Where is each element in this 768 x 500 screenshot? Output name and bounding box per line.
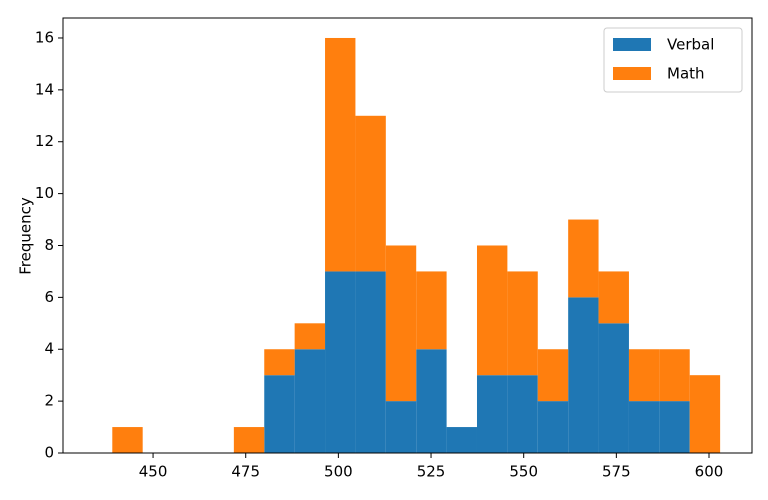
- bar: [355, 115, 386, 272]
- y-tick-label: 2: [44, 392, 54, 410]
- x-tick-label: 500: [324, 463, 353, 481]
- legend-label: Math: [667, 65, 705, 83]
- bar: [416, 349, 447, 453]
- bar: [689, 375, 721, 453]
- bar: [537, 401, 569, 453]
- bar: [355, 271, 386, 453]
- x-tick-label: 475: [231, 463, 260, 481]
- bar: [416, 271, 447, 350]
- y-axis-label: Frequency: [17, 197, 35, 275]
- bar: [112, 427, 143, 453]
- bar: [325, 271, 356, 453]
- bar: [385, 401, 417, 453]
- legend-swatch: [613, 67, 651, 80]
- legend-swatch: [613, 38, 651, 51]
- bar: [325, 37, 356, 272]
- bar: [294, 323, 326, 350]
- bar: [476, 245, 508, 376]
- bar: [294, 349, 326, 453]
- y-tick-label: 16: [35, 28, 54, 46]
- x-tick-label: 550: [509, 463, 538, 481]
- bar: [598, 271, 629, 324]
- y-tick-label: 12: [35, 132, 54, 150]
- bar: [507, 271, 538, 376]
- bar: [568, 219, 599, 298]
- bar: [233, 427, 265, 453]
- y-tick-label: 14: [35, 80, 54, 98]
- bar: [628, 401, 660, 453]
- bar: [537, 349, 569, 402]
- bar: [264, 349, 295, 376]
- y-tick-label: 4: [44, 340, 54, 358]
- bar: [568, 297, 599, 453]
- bar: [385, 245, 417, 402]
- bar: [264, 375, 295, 453]
- x-tick-label: 575: [602, 463, 631, 481]
- bar: [659, 349, 690, 402]
- x-tick-label: 600: [695, 463, 724, 481]
- y-tick-label: 0: [44, 444, 54, 462]
- x-tick-label: 525: [417, 463, 446, 481]
- bar: [598, 323, 629, 453]
- bar: [659, 401, 690, 453]
- bar: [507, 375, 538, 453]
- legend-label: Verbal: [667, 36, 714, 54]
- bar: [446, 427, 477, 453]
- bar: [628, 349, 660, 402]
- y-tick-label: 6: [44, 288, 54, 306]
- y-tick-label: 8: [44, 236, 54, 254]
- plot-frame: [62, 17, 753, 454]
- bar: [476, 375, 508, 453]
- y-tick-label: 10: [35, 184, 54, 202]
- x-tick-label: 450: [139, 463, 168, 481]
